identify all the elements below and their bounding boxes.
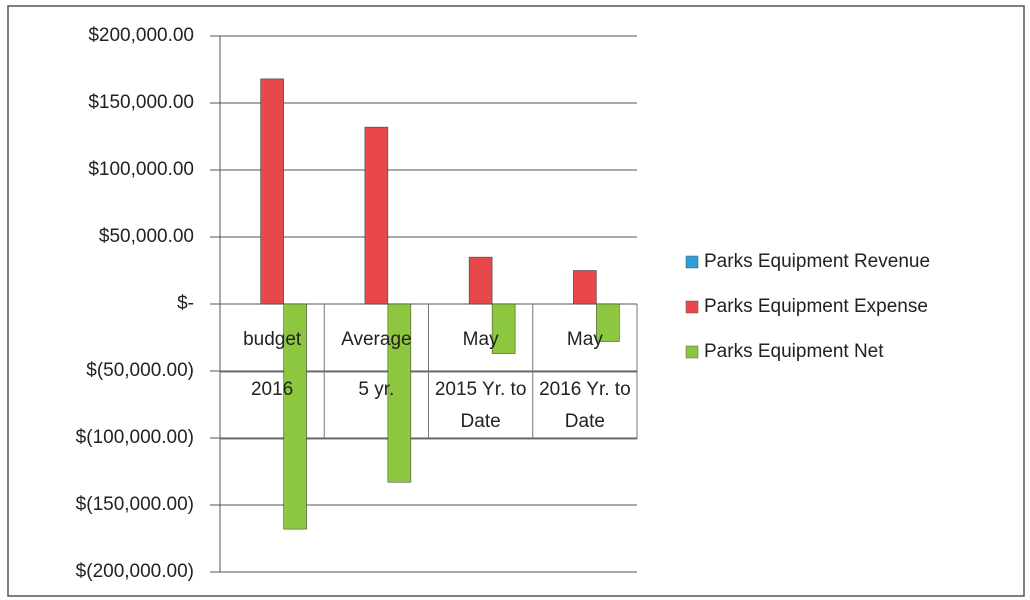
bar <box>596 303 620 342</box>
y-tick-label: $(50,000.00) <box>86 360 194 381</box>
y-tick-label: $100,000.00 <box>88 159 194 180</box>
bar <box>260 78 284 305</box>
x-tick-label: Average <box>341 329 412 350</box>
bar <box>387 303 412 483</box>
bar <box>364 126 389 305</box>
x-tick-label: May <box>462 329 499 350</box>
legend-swatch <box>685 345 699 359</box>
x-tick-label-group: 2016 Yr. to Date <box>539 379 631 432</box>
legend-swatch <box>685 255 699 269</box>
y-tick-label: $(100,000.00) <box>76 427 194 448</box>
x-tick-label: May <box>566 329 603 350</box>
bar <box>573 270 597 305</box>
bar <box>491 303 516 354</box>
legend-label: Parks Equipment Net <box>704 341 884 362</box>
bar <box>468 256 493 305</box>
y-tick-label: $50,000.00 <box>99 226 194 247</box>
legend-swatch <box>685 300 699 314</box>
y-tick-label: $(200,000.00) <box>76 561 194 582</box>
legend-label: Parks Equipment Expense <box>704 296 928 317</box>
y-tick-label: $150,000.00 <box>88 92 194 113</box>
chart-border <box>7 5 1025 597</box>
x-tick-label-group: 2016 <box>250 379 294 400</box>
y-tick-label: $- <box>177 293 194 314</box>
x-tick-label: budget <box>243 329 302 350</box>
y-tick-label: $(150,000.00) <box>76 494 194 515</box>
bar <box>283 303 307 530</box>
legend-label: Parks Equipment Revenue <box>704 251 930 272</box>
x-tick-label-group: 5 yr. <box>358 379 395 400</box>
x-tick-label-group: 2015 Yr. to Date <box>434 379 527 432</box>
y-tick-label: $200,000.00 <box>88 25 194 46</box>
